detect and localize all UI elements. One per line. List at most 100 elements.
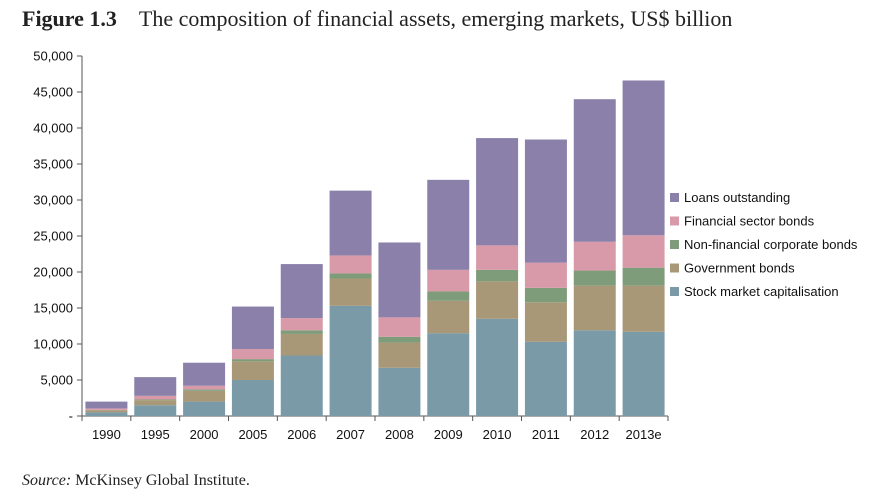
bar-segment [85,412,128,416]
source-text: McKinsey Global Institute. [75,472,250,489]
x-tick-label: 2011 [532,427,560,442]
x-tick-label: 2012 [580,427,609,442]
bar-segment [134,377,177,396]
bar-segment [231,349,274,360]
x-tick-label: 2010 [483,427,512,442]
x-tick-label: 2009 [434,427,463,442]
y-tick-label: 10,000 [33,337,73,352]
bar-segment [378,342,421,368]
bar-segment [622,235,665,268]
bar-segment [231,359,274,362]
bar-segment [524,341,567,416]
stacked-bar-chart: - 5,000 10,000 15,000 20,000 25,000 30,000 35,0… [33,49,858,443]
bar-segment [183,401,226,416]
y-tick-label: 45,000 [33,85,73,100]
bar-segment [231,361,274,380]
bar-segment [622,285,665,332]
x-tick-label: 2013e [626,427,662,442]
figure-label: Figure 1.3 [22,6,117,31]
bar-segment [573,270,616,286]
x-tick-label: 2006 [287,427,316,442]
bar-segment [134,400,177,406]
bar-segment [85,410,128,413]
x-axis: 1990 1995 2000 2005 2006 2007 2008 2009 2010 2011… [81,415,669,442]
bar-segment [476,281,519,319]
bar-segment [134,405,177,416]
bar-segment [231,306,274,350]
y-tick-label: - [69,409,73,424]
bar-segment [329,255,372,274]
bar-segment [573,241,616,271]
bar-segment [183,385,226,390]
legend: Loans outstanding Financial sector bonds N… [670,190,858,299]
x-tick-label: 2005 [238,427,267,442]
x-tick-label: 1990 [92,427,121,442]
legend-label: Government bonds [684,261,795,276]
figure-title-text: The composition of financial assets, eme… [138,6,733,31]
bar-segment [280,333,323,356]
y-tick-label: 25,000 [33,229,73,244]
y-tick-label: 40,000 [33,121,73,136]
bar-segment [183,390,226,402]
bar-segment [231,380,274,416]
bar-segment [524,262,567,288]
y-tick-label: 30,000 [33,193,73,208]
legend-swatch [670,287,679,296]
bar-segment [476,138,519,246]
legend-swatch [670,193,679,202]
y-tick-label: 50,000 [33,49,73,64]
legend-swatch [670,263,679,273]
bar-segment [573,285,616,331]
y-axis: - 5,000 10,000 15,000 20,000 25,000 30,000 35,0… [33,49,83,424]
legend-label: Non-financial corporate bonds [684,237,858,252]
bar-segment [280,330,323,334]
bar-segment [85,408,128,410]
bar-segment [573,330,616,416]
bar-segment [622,331,665,416]
bar-segment [329,278,372,306]
bar-segment [329,305,372,416]
bar-segment [329,273,372,279]
bar-segment [622,267,665,286]
bar-segment [427,333,470,416]
bar-segment [622,80,665,236]
x-tick-label: 2000 [190,427,219,442]
legend-label: Loans outstanding [684,190,790,205]
bar-segment [378,317,421,337]
bar-segment [427,179,470,270]
legend-label: Stock market capitalisation [684,284,839,299]
y-tick-label: 15,000 [33,301,73,316]
bar-segment [183,389,226,391]
bar-segment [329,190,372,256]
y-tick-label: 5,000 [40,373,73,388]
bar-segment [476,318,519,416]
y-tick-label: 20,000 [33,265,73,280]
x-tick-label: 2007 [336,427,365,442]
source-label: Source: [22,472,72,489]
bar-segment [378,336,421,343]
x-tick-label: 2008 [385,427,414,442]
bar-segment [524,287,567,303]
bar-segment [378,242,421,318]
bar-segment [85,401,128,409]
bar-segment [378,367,421,416]
bar-segment [476,269,519,282]
bar-segment [427,269,470,292]
x-tick-label: 1995 [141,427,170,442]
source-note: Source: McKinsey Global Institute. [22,472,250,490]
legend-swatch [670,240,679,249]
bar-segment [280,318,323,331]
bar-segment [476,245,519,270]
figure-title: Figure 1.3 The composition of financial a… [22,6,732,36]
bar-segment [573,99,616,242]
bar-segment [183,362,226,386]
bar-segment [280,355,323,416]
bar-segment [280,264,323,319]
bar-segment [524,302,567,342]
bars [85,80,665,416]
bar-segment [524,139,567,263]
y-tick-label: 35,000 [33,157,73,172]
bar-segment [427,291,470,301]
bar-segment [134,395,177,400]
legend-swatch [670,216,679,226]
